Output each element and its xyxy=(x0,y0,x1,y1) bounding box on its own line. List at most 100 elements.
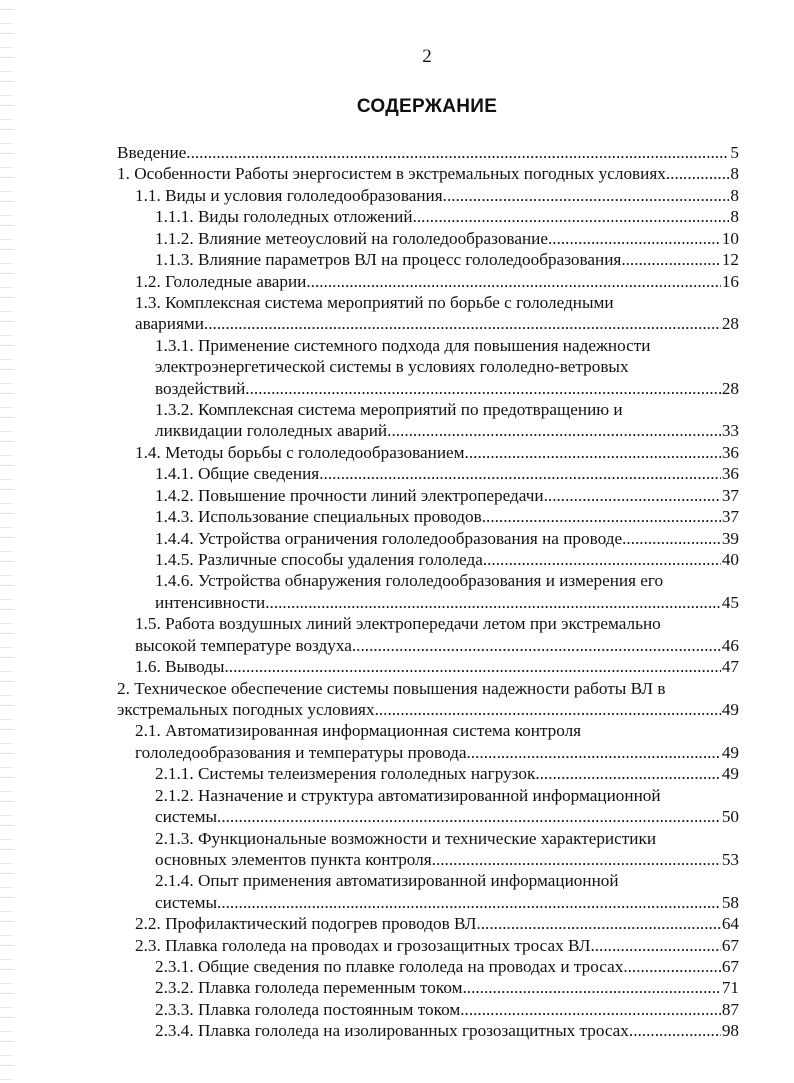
dot-leader xyxy=(622,528,721,549)
toc-entry-last-line: Введение 5 xyxy=(117,142,739,163)
toc-entry[interactable]: 2.3.2. Плавка гололеда переменным током … xyxy=(117,977,739,998)
toc-entry-title: 1.4.4. Устройства ограничения гололедооб… xyxy=(155,528,623,548)
toc-page-number: 67 xyxy=(721,957,739,977)
toc-entry[interactable]: 1.6. Выводы 47 xyxy=(117,656,739,677)
toc-entry-title: 1.3.2. Комплексная система мероприятий п… xyxy=(155,400,623,420)
toc-page-number: 71 xyxy=(721,978,739,998)
toc-page-number: 8 xyxy=(730,207,739,227)
toc-entry[interactable]: 1.1.3. Влияние параметров ВЛ на процесс … xyxy=(117,249,739,270)
toc-entry-title: 1.1. Виды и условия гололедообразования xyxy=(135,185,443,205)
toc-entry[interactable]: 2.3.3. Плавка гололеда постоянным током 8… xyxy=(117,999,739,1020)
toc-entry-title: 1.3. Комплексная система мероприятий по … xyxy=(135,292,614,312)
toc-entry-title: гололедообразования и температуры провод… xyxy=(135,742,467,762)
toc-entry-last-line: 1.4.4. Устройства ограничения гололедооб… xyxy=(117,528,739,549)
toc-entry-last-line: системы 50 xyxy=(117,806,739,827)
toc-entry-last-line: системы 58 xyxy=(117,892,739,913)
toc-entry-title: высокой температуре воздуха xyxy=(135,635,352,655)
toc-entry-last-line: ликвидации гололедных аварий 33 xyxy=(117,420,739,441)
toc-entry[interactable]: 1.4.4. Устройства ограничения гололедооб… xyxy=(117,528,739,549)
dot-leader xyxy=(465,442,721,463)
toc-entry-title: 1.1.1. Виды гололедных отложений xyxy=(155,207,413,227)
toc-page-number: 5 xyxy=(730,143,739,162)
dot-leader xyxy=(224,656,720,677)
dot-leader xyxy=(413,206,730,227)
toc-entry[interactable]: 2. Техническое обеспечение системы повыш… xyxy=(117,678,739,721)
toc-entry-last-line: 2.3.3. Плавка гололеда постоянным током 8… xyxy=(117,999,739,1020)
toc-entry[interactable]: 1.4.5. Различные способы удаления гололе… xyxy=(117,549,739,570)
toc-entry-title: 1.4. Методы борьбы с гололедообразование… xyxy=(135,442,465,462)
dot-leader xyxy=(245,378,721,399)
toc-page-number: 28 xyxy=(721,314,739,334)
toc-page-number: 49 xyxy=(721,742,739,762)
toc-entry[interactable]: 2.2. Профилактический подогрев проводов … xyxy=(117,913,739,934)
toc-page-number: 12 xyxy=(721,250,739,270)
toc-entry-title: воздействий xyxy=(155,378,246,398)
dot-leader xyxy=(217,892,721,913)
toc-entry-last-line: 2.3. Плавка гололеда на проводах и грозо… xyxy=(117,935,739,956)
toc-entry[interactable]: 2.3. Плавка гололеда на проводах и грозо… xyxy=(117,935,739,956)
toc-entry-last-line: гололедообразования и температуры провод… xyxy=(117,742,739,763)
toc-entry[interactable]: 1.2. Гололедные аварии 16 xyxy=(117,271,739,292)
toc-page-number: 36 xyxy=(721,464,739,484)
toc-entry-last-line: 1.4.1. Общие сведения 36 xyxy=(117,463,739,484)
toc-page-number: 40 xyxy=(721,550,739,570)
toc-page-number: 64 xyxy=(721,914,739,934)
toc-page-number: 16 xyxy=(721,271,739,291)
dot-leader xyxy=(482,506,721,527)
toc-entry-last-line: 2.3.4. Плавка гололеда на изолированных … xyxy=(117,1020,739,1041)
toc-entry-title: 2.1.3. Функциональные возможности и техн… xyxy=(155,828,657,848)
toc-entry-title: электроэнергетической системы в условиях… xyxy=(155,357,629,377)
toc-entry[interactable]: 2.3.1. Общие сведения по плавке гололеда… xyxy=(117,956,739,977)
toc-entry-title: 2.3.1. Общие сведения по плавке гололеда… xyxy=(155,957,624,977)
toc-entry[interactable]: 1.4. Методы борьбы с гололедообразование… xyxy=(117,442,739,463)
toc-page-number: 28 xyxy=(721,378,739,398)
toc-entry[interactable]: 1. Особенности Работы энергосистем в экс… xyxy=(117,163,739,184)
dot-leader xyxy=(460,999,721,1020)
toc-entry-title: 1.2. Гололедные аварии xyxy=(135,271,307,291)
dot-leader xyxy=(629,1020,721,1041)
toc-page-number: 98 xyxy=(721,1021,739,1041)
toc-entry[interactable]: 2.1. Автоматизированная информационная с… xyxy=(117,720,739,763)
toc-entry[interactable]: 1.4.1. Общие сведения 36 xyxy=(117,463,739,484)
toc-entry[interactable]: 1.4.6. Устройства обнаружения гололедооб… xyxy=(117,570,739,613)
toc-entry[interactable]: 1.1.2. Влияние метеоусловий на гололедоо… xyxy=(117,228,739,249)
toc-entry[interactable]: 1.3.2. Комплексная система мероприятий п… xyxy=(117,399,739,442)
dot-leader xyxy=(544,485,721,506)
toc-page-number: 67 xyxy=(721,935,739,955)
toc-entry[interactable]: 1.4.3. Использование специальных проводо… xyxy=(117,506,739,527)
toc-page-number: 8 xyxy=(730,185,739,205)
toc-entry-last-line: 2.3.1. Общие сведения по плавке гололеда… xyxy=(117,956,739,977)
toc-entry[interactable]: 1.4.2. Повышение прочности линий электро… xyxy=(117,485,739,506)
toc-entry-title: 2. Техническое обеспечение системы повыш… xyxy=(117,678,666,698)
toc-entry-last-line: 1.4.5. Различные способы удаления гололе… xyxy=(117,549,739,570)
toc-entry-last-line: авариями 28 xyxy=(117,313,739,334)
toc-entry[interactable]: 2.3.4. Плавка гололеда на изолированных … xyxy=(117,1020,739,1041)
dot-leader xyxy=(483,549,721,570)
toc-entry[interactable]: 1.5. Работа воздушных линий электроперед… xyxy=(117,613,739,656)
dot-leader xyxy=(621,249,721,270)
dot-leader xyxy=(623,956,721,977)
toc-entry-title: интенсивности xyxy=(155,592,266,612)
table-of-contents: Введение 5 1. Особенности Работы энергосис… xyxy=(117,142,739,1042)
toc-entry[interactable]: Введение 5 xyxy=(117,142,739,163)
toc-entry[interactable]: 1.3.1. Применение системного подхода для… xyxy=(117,335,739,399)
toc-entry-last-line: 1.4.3. Использование специальных проводо… xyxy=(117,506,739,527)
toc-entry[interactable]: 2.1.1. Системы телеизмерения гололедных … xyxy=(117,763,739,784)
toc-page-number: 37 xyxy=(721,485,739,505)
toc-entry-title: 2.3. Плавка гололеда на проводах и грозо… xyxy=(135,935,591,955)
page-title: СОДЕРЖАНИЕ xyxy=(356,96,498,117)
toc-entry[interactable]: 1.1.1. Виды гололедных отложений 8 xyxy=(117,206,739,227)
toc-entry-last-line: интенсивности 45 xyxy=(117,592,739,613)
dot-leader xyxy=(462,977,720,998)
toc-entry-title: Введение xyxy=(117,143,187,162)
toc-entry[interactable]: 1.1. Виды и условия гололедообразования 8 xyxy=(117,185,739,206)
dot-leader xyxy=(432,849,721,870)
toc-entry[interactable]: 1.3. Комплексная система мероприятий по … xyxy=(117,292,739,335)
toc-page-number: 33 xyxy=(721,421,739,441)
toc-entry[interactable]: 2.1.3. Функциональные возможности и техн… xyxy=(117,828,739,871)
toc-entry[interactable]: 2.1.2. Назначение и структура автоматизи… xyxy=(117,785,739,828)
toc-entry[interactable]: 2.1.4. Опыт применения автоматизированно… xyxy=(117,870,739,913)
dot-leader xyxy=(204,313,721,334)
toc-entry-title: 1.5. Работа воздушных линий электроперед… xyxy=(135,614,661,634)
dot-leader xyxy=(548,228,721,249)
